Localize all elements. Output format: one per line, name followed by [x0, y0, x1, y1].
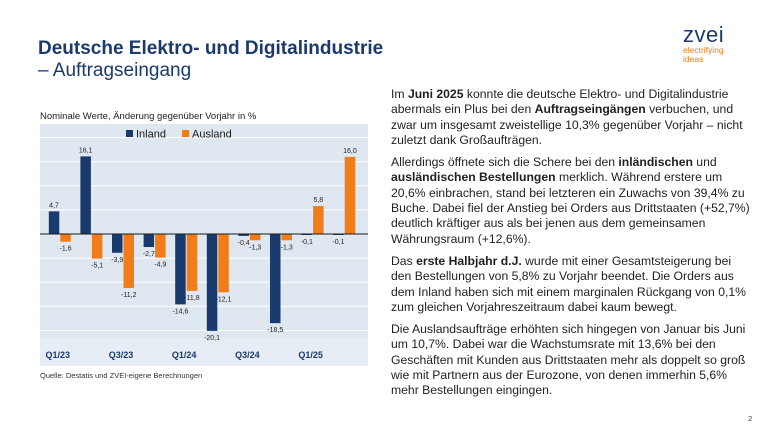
legend-label-inland: Inland — [136, 129, 166, 141]
bar-ausland-q2-24 — [218, 234, 229, 293]
logo-word: zvei — [683, 22, 725, 47]
data-label: -1,6 — [60, 246, 72, 253]
data-label: -11,8 — [184, 295, 200, 302]
category-label: Q1/24 — [172, 350, 197, 360]
chart-source: Quelle: Destatis und ZVEI-eigene Berechn… — [40, 371, 203, 380]
category-label: Q1/23 — [46, 350, 71, 360]
bar-inland-q1-23 — [48, 211, 60, 234]
data-label: 16,0 — [343, 148, 357, 155]
bar-ausland-q3-23 — [123, 234, 134, 288]
slide-title-line1: Deutsche Elektro- und Digitalindustrie — [38, 38, 384, 59]
bar-ausland-q4-24 — [281, 234, 292, 241]
bar-inland-q4-24 — [270, 234, 281, 324]
data-label: -0,4 — [238, 240, 250, 247]
data-label: -12,1 — [216, 296, 232, 303]
bar-inland-q3-24 — [238, 234, 249, 236]
bar-ausland-q1-25 — [313, 206, 324, 234]
data-label: -0,1 — [332, 239, 344, 246]
order-intake-chart: 4,7 16,1 -3,9 -2,7 -14,6 -20,1 -0,4 -18,5 -0,1 -0… — [40, 124, 368, 366]
zvei-logo: zvei electrifying ideas — [683, 24, 753, 64]
bar-inland-q1-24 — [175, 234, 186, 305]
paragraph-2: Allerdings öffnete sich die Schere bei d… — [391, 155, 750, 246]
legend-label-ausland: Ausland — [192, 129, 232, 141]
data-label: -1,3 — [249, 244, 261, 251]
paragraph-4: Die Auslandsaufträge erhöhten sich hinge… — [391, 322, 746, 398]
data-label: -18,5 — [267, 327, 283, 334]
data-label: -4,9 — [154, 262, 166, 269]
bar-inland-q3-23 — [112, 234, 123, 253]
category-label: Q3/24 — [235, 350, 260, 360]
data-label: 5,8 — [313, 197, 323, 204]
category-label: Q3/23 — [109, 350, 134, 360]
bar-inland-q2-24 — [206, 234, 218, 331]
data-label: 4,7 — [49, 202, 59, 209]
slide-title-line2: – Auftragseingang — [38, 60, 192, 81]
logo-tagline-1: electrifying — [683, 45, 724, 55]
data-label: -11,2 — [121, 292, 137, 299]
slide-title: Deutsche Elektro- und Digitalindustrie –… — [38, 38, 558, 82]
page-number: 2 — [748, 414, 753, 423]
data-label: 16,1 — [79, 147, 93, 154]
data-label: -1,3 — [281, 244, 293, 251]
bar-ausland-q2-23 — [91, 234, 103, 259]
legend-swatch-ausland — [182, 130, 189, 137]
data-label: -2,7 — [143, 251, 155, 258]
data-label: -0,1 — [301, 239, 313, 246]
commentary-text: Im Juni 2025 konnte die deutsche Elektro… — [391, 87, 753, 406]
bar-inland-q4-23 — [143, 234, 155, 248]
category-label: Q1/25 — [298, 350, 323, 360]
data-label: -5,1 — [91, 263, 103, 270]
data-label: -14,6 — [172, 308, 188, 315]
legend-swatch-inland — [126, 130, 133, 137]
data-label: -3,9 — [111, 257, 123, 264]
bar-ausland-q2-25 — [344, 156, 356, 234]
bar-ausland-q4-23 — [155, 234, 166, 258]
bar-inland-q2-23 — [80, 156, 91, 234]
bar-ausland-q3-24 — [249, 234, 261, 241]
paragraph-1: Im Juni 2025 konnte die deutsche Elektro… — [391, 87, 743, 147]
logo-tagline-2: ideas — [683, 54, 704, 64]
bar-ausland-q1-23 — [60, 234, 71, 242]
bar-ausland-q1-24 — [186, 234, 198, 291]
chart-svg: 4,7 16,1 -3,9 -2,7 -14,6 -20,1 -0,4 -18,5 -0,1 -0… — [40, 124, 368, 366]
chart-subtitle: Nominale Werte, Änderung gegenüber Vorja… — [40, 111, 257, 122]
paragraph-3: Das erste Halbjahr d.J. wurde mit einer … — [391, 253, 746, 314]
category-axis-band — [40, 338, 368, 366]
data-label: -20,1 — [204, 335, 220, 342]
